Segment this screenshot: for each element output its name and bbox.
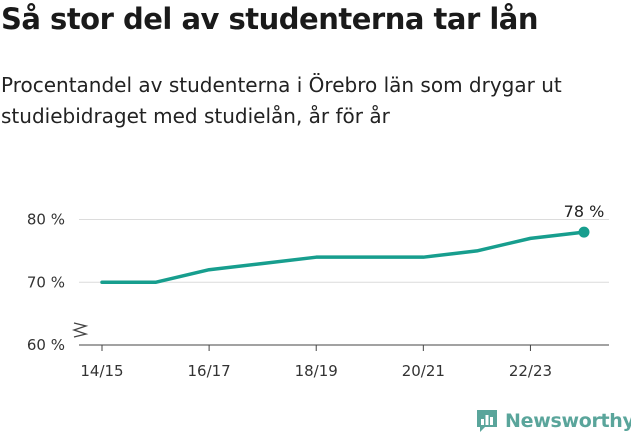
brand-name: Newsworthy — [505, 410, 631, 432]
axis-break-icon — [71, 322, 89, 338]
series-line — [100, 230, 586, 285]
end-value-label: 78 % — [564, 202, 605, 221]
x-tick-label: 18/19 — [295, 362, 338, 380]
x-tick-label: 14/15 — [80, 362, 123, 380]
x-tick-label: 22/23 — [509, 362, 552, 380]
chart-title: Så stor del av studenterna tar lån — [1, 2, 539, 36]
x-tick-label: 16/17 — [187, 362, 230, 380]
y-tick-label: 70 % — [27, 273, 65, 291]
x-tick-label: 20/21 — [402, 362, 445, 380]
grid-layer — [79, 219, 609, 346]
axis-layer: 60 % 70 % 80 % 14/15 16/17 18/19 20/21 22/23 — [27, 211, 552, 380]
brand-logo: Newsworthy — [475, 408, 631, 434]
bar-chart-logo-icon — [477, 410, 497, 432]
series-layer: 78 % — [100, 202, 605, 285]
y-tick-label: 80 % — [27, 211, 65, 229]
chart-subtitle: Procentandel av studenterna i Örebro län… — [1, 73, 562, 128]
y-tick-label: 60 % — [27, 336, 65, 354]
end-point — [578, 226, 590, 238]
